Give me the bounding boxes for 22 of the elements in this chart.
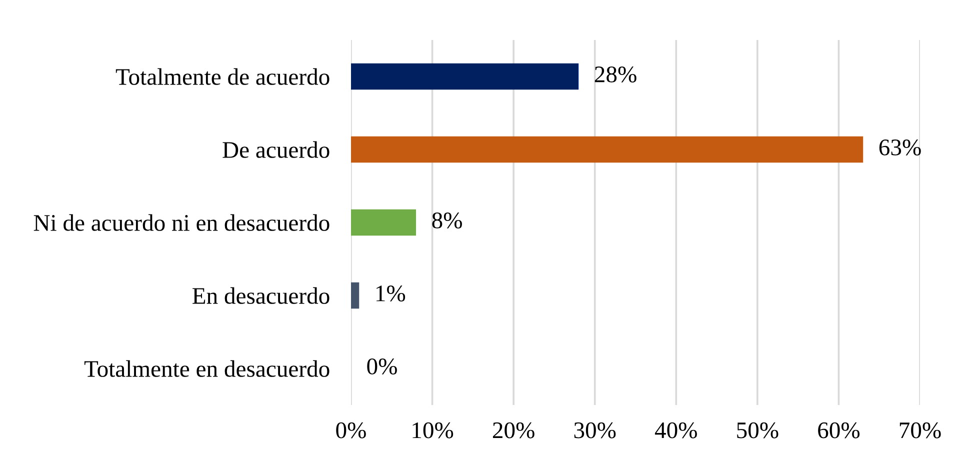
y-tick-label: Totalmente en desacuerdo bbox=[84, 360, 330, 377]
x-tick-label: 0% bbox=[336, 422, 366, 438]
data-label: 8% bbox=[432, 212, 462, 228]
data-label: 0% bbox=[367, 358, 397, 374]
y-tick-label: Ni de acuerdo ni en desacuerdo bbox=[34, 214, 330, 231]
x-tick-label: 20% bbox=[492, 422, 534, 438]
bar bbox=[351, 209, 416, 236]
x-tick-label: 40% bbox=[654, 422, 697, 438]
data-label: 28% bbox=[594, 66, 636, 82]
x-tick-label: 60% bbox=[818, 422, 860, 438]
x-tick-label: 10% bbox=[412, 422, 454, 438]
bar bbox=[351, 136, 864, 163]
x-tick-label: 70% bbox=[900, 422, 941, 438]
x-tick-label: 50% bbox=[737, 422, 778, 438]
y-tick-label: En desacuerdo bbox=[192, 287, 330, 304]
data-label: 1% bbox=[376, 285, 406, 302]
bar bbox=[351, 63, 579, 90]
x-tick-label: 30% bbox=[574, 422, 616, 438]
y-tick-label: De acuerdo bbox=[222, 141, 330, 158]
data-label: 63% bbox=[879, 139, 921, 156]
y-tick-label: Totalmente de acuerdo bbox=[116, 68, 330, 85]
bar bbox=[351, 282, 360, 309]
